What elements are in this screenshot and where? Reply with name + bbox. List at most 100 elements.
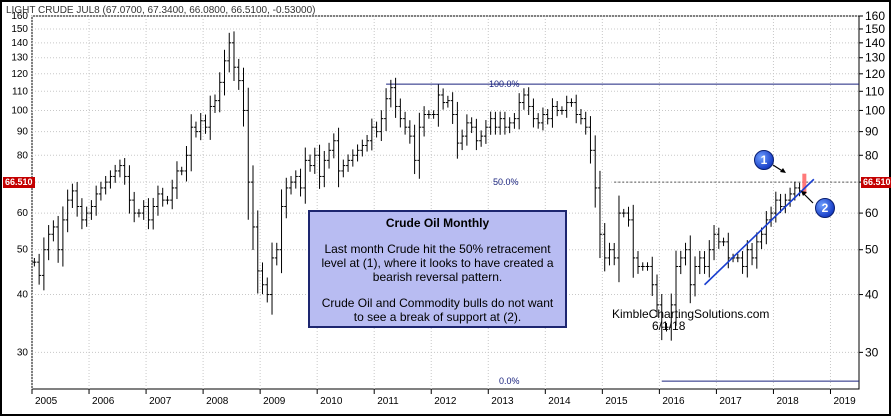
- ohlc-bar: [122, 158, 127, 185]
- ohlc-bar: [664, 323, 669, 332]
- ohlc-bar: [103, 175, 108, 195]
- y-tick-right: 80: [865, 148, 879, 162]
- annotation-para2: Crude Oil and Commodity bulls do not wan…: [321, 296, 554, 324]
- x-tick-label: 2005: [35, 396, 58, 407]
- ohlc-bar: [512, 113, 517, 129]
- x-tick-label: 2016: [662, 396, 685, 407]
- ohlc-bar: [165, 195, 170, 205]
- ohlc-bar: [108, 170, 113, 189]
- plot-area: [31, 15, 860, 390]
- ohlc-bar: [498, 111, 503, 135]
- ohlc-bar: [764, 211, 769, 245]
- ohlc-bar: [626, 206, 631, 227]
- ohlc-bar: [203, 114, 208, 134]
- ohlc-bar: [127, 165, 132, 214]
- x-tick-label: 2009: [263, 396, 286, 407]
- ohlc-bar: [327, 142, 332, 169]
- ohlc-bar: [231, 31, 236, 81]
- ohlc-bar: [331, 133, 336, 159]
- ohlc-bar: [212, 94, 217, 113]
- ohlc-bar: [426, 110, 431, 119]
- x-tick-label: 2008: [206, 396, 229, 407]
- ohlc-bar: [417, 112, 422, 179]
- ohlc-bar: [788, 187, 793, 207]
- ohlc-bar: [41, 237, 46, 291]
- ohlc-bar: [136, 208, 141, 218]
- ohlc-bar: [341, 159, 346, 178]
- ohlc-bar: [445, 95, 450, 108]
- y-tick-left: 160: [11, 11, 28, 22]
- ohlc-bar: [227, 32, 232, 73]
- ohlc-bar: [655, 274, 660, 317]
- ohlc-bar: [507, 117, 512, 134]
- ohlc-bar: [298, 168, 303, 197]
- ohlc-bar: [422, 106, 427, 137]
- ohlc-bar: [521, 88, 526, 110]
- support-trendline: [703, 178, 815, 286]
- ohlc-bar: [70, 183, 75, 208]
- y-tick-left: 130: [11, 53, 28, 64]
- y-tick-right: 150: [865, 22, 885, 36]
- ohlc-bar: [260, 262, 265, 295]
- ohlc-bar: [735, 253, 740, 263]
- y-tick-left: 50: [17, 245, 29, 256]
- x-tick-label: 2013: [491, 396, 514, 407]
- x-tick-label: 2015: [605, 396, 628, 407]
- arrow-2: [802, 192, 814, 204]
- ohlc-bar: [293, 170, 298, 189]
- fib-label: 0.0%: [499, 376, 520, 386]
- reversal-bar-highlight: [802, 173, 807, 194]
- ohlc-bar: [170, 179, 175, 210]
- ohlc-bar: [236, 58, 241, 90]
- ohlc-bar: [712, 225, 717, 261]
- ohlc-bar: [189, 114, 194, 172]
- watermark-date: 6/1/18: [652, 319, 686, 333]
- ohlc-bar: [597, 170, 602, 259]
- ohlc-bar: [460, 129, 465, 151]
- marker-1: 1: [754, 150, 774, 170]
- ohlc-bar: [517, 93, 522, 130]
- ohlc-bar: [616, 195, 621, 283]
- y-tick-right: 140: [865, 36, 885, 50]
- ohlc-bar: [384, 88, 389, 132]
- ohlc-bar: [388, 79, 393, 108]
- ohlc-bar: [569, 98, 574, 107]
- y-tick-left: 120: [11, 69, 28, 80]
- ohlc-bar: [379, 110, 384, 142]
- arrow-2-head: [801, 191, 807, 196]
- ohlc-bar: [350, 149, 355, 167]
- ohlc-bar: [464, 114, 469, 146]
- ohlc-bar: [697, 250, 702, 275]
- ohlc-bar: [403, 111, 408, 135]
- y-tick-left: 40: [17, 290, 29, 301]
- y-tick-left: 110: [12, 86, 28, 97]
- arrow-1-head: [780, 168, 786, 173]
- ohlc-bar: [113, 164, 118, 183]
- x-tick-label: 2007: [149, 396, 172, 407]
- ohlc-bar: [317, 144, 322, 189]
- ohlc-bar: [707, 240, 712, 278]
- ohlc-bar: [502, 111, 507, 135]
- ohlc-bar: [650, 256, 655, 296]
- ohlc-bar: [160, 187, 165, 207]
- ohlc-bar: [65, 189, 70, 233]
- y-tick-left: 100: [11, 105, 28, 116]
- ohlc-bar: [208, 95, 213, 140]
- ohlc-bar: [141, 200, 146, 220]
- ohlc-bar: [559, 106, 564, 115]
- ohlc-bar: [631, 204, 636, 278]
- ohlc-bar: [255, 210, 260, 294]
- ohlc-bar: [393, 77, 398, 118]
- ohlc-bar: [246, 87, 251, 220]
- x-tick-label: 2014: [548, 396, 571, 407]
- ohlc-bar: [179, 166, 184, 176]
- ohlc-bar: [193, 121, 198, 138]
- ohlc-bar: [493, 111, 498, 135]
- ohlc-bar: [398, 98, 403, 128]
- y-tick-right: 30: [865, 345, 879, 359]
- ohlc-bar: [721, 237, 726, 247]
- ohlc-bar: [251, 165, 256, 251]
- chart-header: LIGHT CRUDE JUL8 (67.0700, 67.3400, 66.0…: [6, 5, 315, 16]
